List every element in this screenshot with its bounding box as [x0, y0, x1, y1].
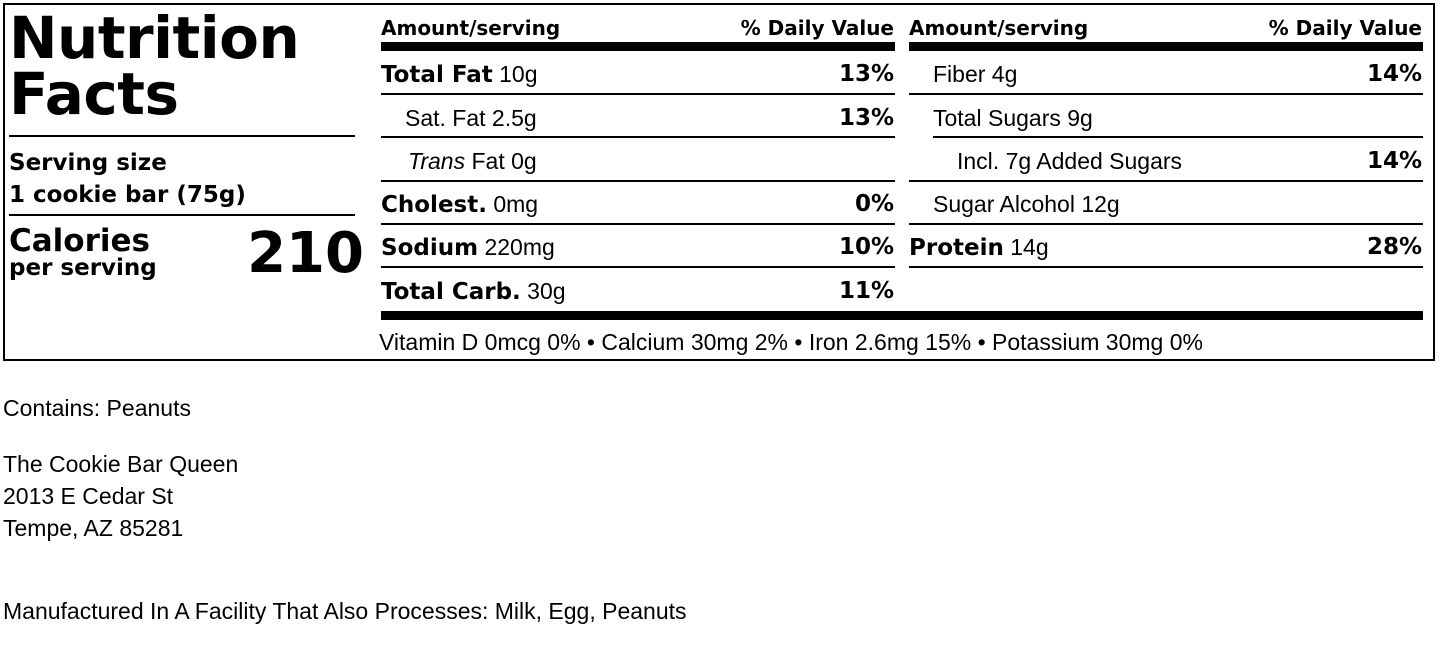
pct-sat-fat: 13%	[838, 105, 894, 131]
row-divider	[909, 266, 1423, 268]
row-divider	[381, 180, 895, 182]
label-title: Nutrition Facts	[9, 4, 300, 128]
calories-label: Calories	[9, 223, 150, 259]
title-line-1: Nutrition	[9, 4, 300, 72]
row-divider	[909, 223, 1423, 225]
title-line-2: Facts	[9, 60, 179, 128]
nutrient-cholesterol: Cholest. 0mg	[381, 191, 539, 218]
facility-statement: Manufactured In A Facility That Also Pro…	[3, 598, 687, 624]
col2-header-rule	[909, 42, 1423, 51]
pct-total-fat: 13%	[838, 61, 894, 87]
row-divider	[381, 136, 895, 138]
address-line-1: 2013 E Cedar St	[3, 483, 174, 509]
allergen-statement: Contains: Peanuts	[3, 395, 191, 421]
pct-sodium: 10%	[838, 234, 894, 260]
row-divider	[381, 223, 895, 225]
nutrient-total-fat: Total Fat 10g	[381, 61, 538, 88]
row-divider	[381, 266, 895, 268]
pct-total-carb: 11%	[838, 278, 894, 304]
row-divider	[933, 136, 1423, 138]
col1-header-rule	[381, 42, 895, 51]
col2-amount-header: Amount/serving	[909, 16, 1089, 40]
calories-value: 210	[247, 221, 364, 286]
pct-fiber: 14%	[1366, 61, 1422, 87]
col1-amount-header: Amount/serving	[381, 16, 561, 40]
nutrient-total-sugars: Total Sugars 9g	[933, 105, 1093, 131]
col2-dv-header: % Daily Value	[1268, 16, 1422, 40]
row-divider	[909, 180, 1423, 182]
col1-dv-header: % Daily Value	[740, 16, 894, 40]
serving-divider	[9, 214, 355, 216]
nutrient-sugar-alcohol: Sugar Alcohol 12g	[933, 191, 1120, 217]
nutrient-fiber: Fiber 4g	[933, 61, 1018, 87]
vitamins-minerals: Vitamin D 0mcg 0% • Calcium 30mg 2% • Ir…	[379, 329, 1203, 355]
vitamins-rule	[381, 311, 1423, 320]
pct-cholesterol: 0%	[854, 191, 894, 217]
row-divider	[909, 93, 1423, 95]
nutrient-added-sugars: Incl. 7g Added Sugars	[957, 148, 1183, 174]
pct-protein: 28%	[1366, 234, 1422, 260]
title-divider	[9, 135, 355, 137]
nutrient-total-carb: Total Carb. 30g	[381, 278, 566, 305]
serving-size-label: Serving size	[9, 150, 167, 176]
company-name: The Cookie Bar Queen	[3, 451, 239, 477]
nutrient-sat-fat: Sat. Fat 2.5g	[405, 105, 537, 131]
row-divider	[381, 93, 895, 95]
serving-size-value: 1 cookie bar (75g)	[9, 182, 246, 208]
nutrient-protein: Protein 14g	[909, 234, 1049, 261]
pct-added-sugars: 14%	[1366, 148, 1422, 174]
nutrient-trans-fat: Trans Fat 0g	[408, 148, 537, 174]
calories-per-serving: per serving	[9, 255, 157, 281]
nutrient-sodium: Sodium 220mg	[381, 234, 555, 261]
address-line-2: Tempe, AZ 85281	[3, 515, 184, 541]
nutrition-facts-label	[3, 3, 1435, 361]
